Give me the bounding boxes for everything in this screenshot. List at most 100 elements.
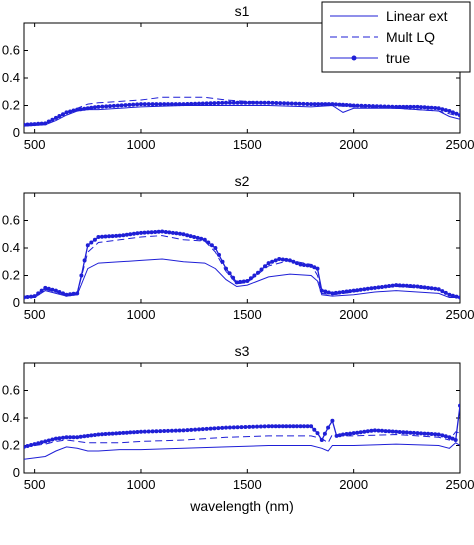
series-linear-ext — [24, 258, 460, 298]
data-point — [204, 101, 209, 106]
data-point — [362, 287, 367, 292]
data-point — [341, 102, 345, 107]
data-point — [291, 259, 296, 264]
data-point — [188, 234, 193, 239]
data-point — [71, 108, 76, 113]
data-point — [397, 104, 402, 109]
data-point — [156, 229, 161, 234]
data-point — [24, 444, 26, 449]
data-point — [153, 230, 158, 234]
data-point — [387, 284, 392, 288]
data-point — [197, 101, 201, 106]
data-point — [337, 433, 342, 438]
data-point — [305, 263, 310, 268]
data-point — [298, 262, 303, 267]
series-mult-lq — [24, 96, 460, 126]
panel-title: s3 — [235, 343, 250, 359]
data-point — [50, 117, 55, 122]
data-point — [139, 102, 143, 107]
data-point — [291, 424, 296, 429]
data-point — [139, 429, 143, 434]
data-point — [53, 436, 58, 441]
data-point — [142, 102, 147, 107]
data-point — [351, 288, 356, 293]
data-point — [146, 102, 151, 107]
data-point — [174, 231, 179, 236]
data-point — [224, 425, 228, 430]
data-point — [358, 287, 363, 292]
data-point — [386, 104, 391, 109]
data-point — [158, 429, 163, 434]
data-point — [326, 102, 331, 107]
y-tick-label: 0.4 — [2, 70, 20, 85]
data-point — [96, 235, 101, 239]
data-point — [64, 292, 69, 297]
data-point — [189, 101, 194, 106]
panel-title: s1 — [235, 3, 250, 19]
data-point — [177, 428, 182, 433]
data-point — [255, 424, 259, 429]
data-point — [266, 261, 271, 266]
data-point — [217, 252, 221, 257]
data-point — [422, 431, 427, 436]
data-point — [104, 104, 109, 109]
data-point — [259, 267, 264, 272]
y-tick-label: 0.2 — [2, 268, 20, 283]
data-point — [294, 261, 299, 266]
data-point — [75, 107, 80, 112]
data-point — [365, 429, 370, 434]
data-point — [220, 259, 225, 264]
data-point — [337, 102, 342, 107]
data-point — [302, 263, 306, 267]
data-point — [121, 430, 126, 435]
data-point — [450, 436, 455, 441]
series-true — [24, 403, 460, 449]
data-point — [169, 428, 174, 433]
data-point — [142, 230, 147, 235]
data-point — [103, 234, 108, 239]
data-point — [330, 102, 335, 107]
data-point — [46, 438, 51, 443]
data-point — [36, 291, 41, 296]
x-tick-label: 1500 — [233, 307, 262, 322]
data-point — [394, 429, 399, 434]
data-point — [309, 424, 314, 429]
data-point — [89, 433, 94, 438]
data-point — [262, 424, 267, 429]
data-point — [274, 101, 279, 105]
data-point — [189, 427, 194, 432]
data-point — [280, 424, 285, 429]
data-point — [235, 100, 240, 105]
data-point — [277, 424, 282, 429]
data-point — [415, 284, 420, 289]
data-point — [181, 232, 186, 237]
data-point — [202, 237, 207, 242]
data-point — [309, 102, 314, 107]
data-point — [200, 427, 205, 432]
data-point — [185, 102, 190, 106]
data-point — [415, 431, 420, 436]
data-point — [25, 295, 30, 299]
data-point — [266, 424, 271, 429]
data-point — [387, 429, 392, 434]
data-point — [443, 434, 448, 439]
data-point — [135, 231, 140, 236]
data-point — [46, 119, 51, 124]
data-point — [371, 104, 375, 109]
data-point — [114, 431, 119, 436]
data-point — [212, 101, 217, 106]
data-point — [92, 433, 97, 437]
data-point — [297, 101, 302, 106]
data-point — [401, 104, 406, 109]
data-point — [117, 431, 122, 436]
data-point — [61, 435, 65, 440]
data-point — [334, 433, 339, 438]
data-point — [139, 230, 143, 235]
data-point — [36, 441, 41, 446]
data-point — [390, 104, 395, 109]
data-point — [154, 429, 159, 434]
data-point — [394, 283, 399, 288]
data-point — [355, 430, 360, 435]
data-point — [390, 429, 395, 434]
data-point — [150, 429, 155, 434]
